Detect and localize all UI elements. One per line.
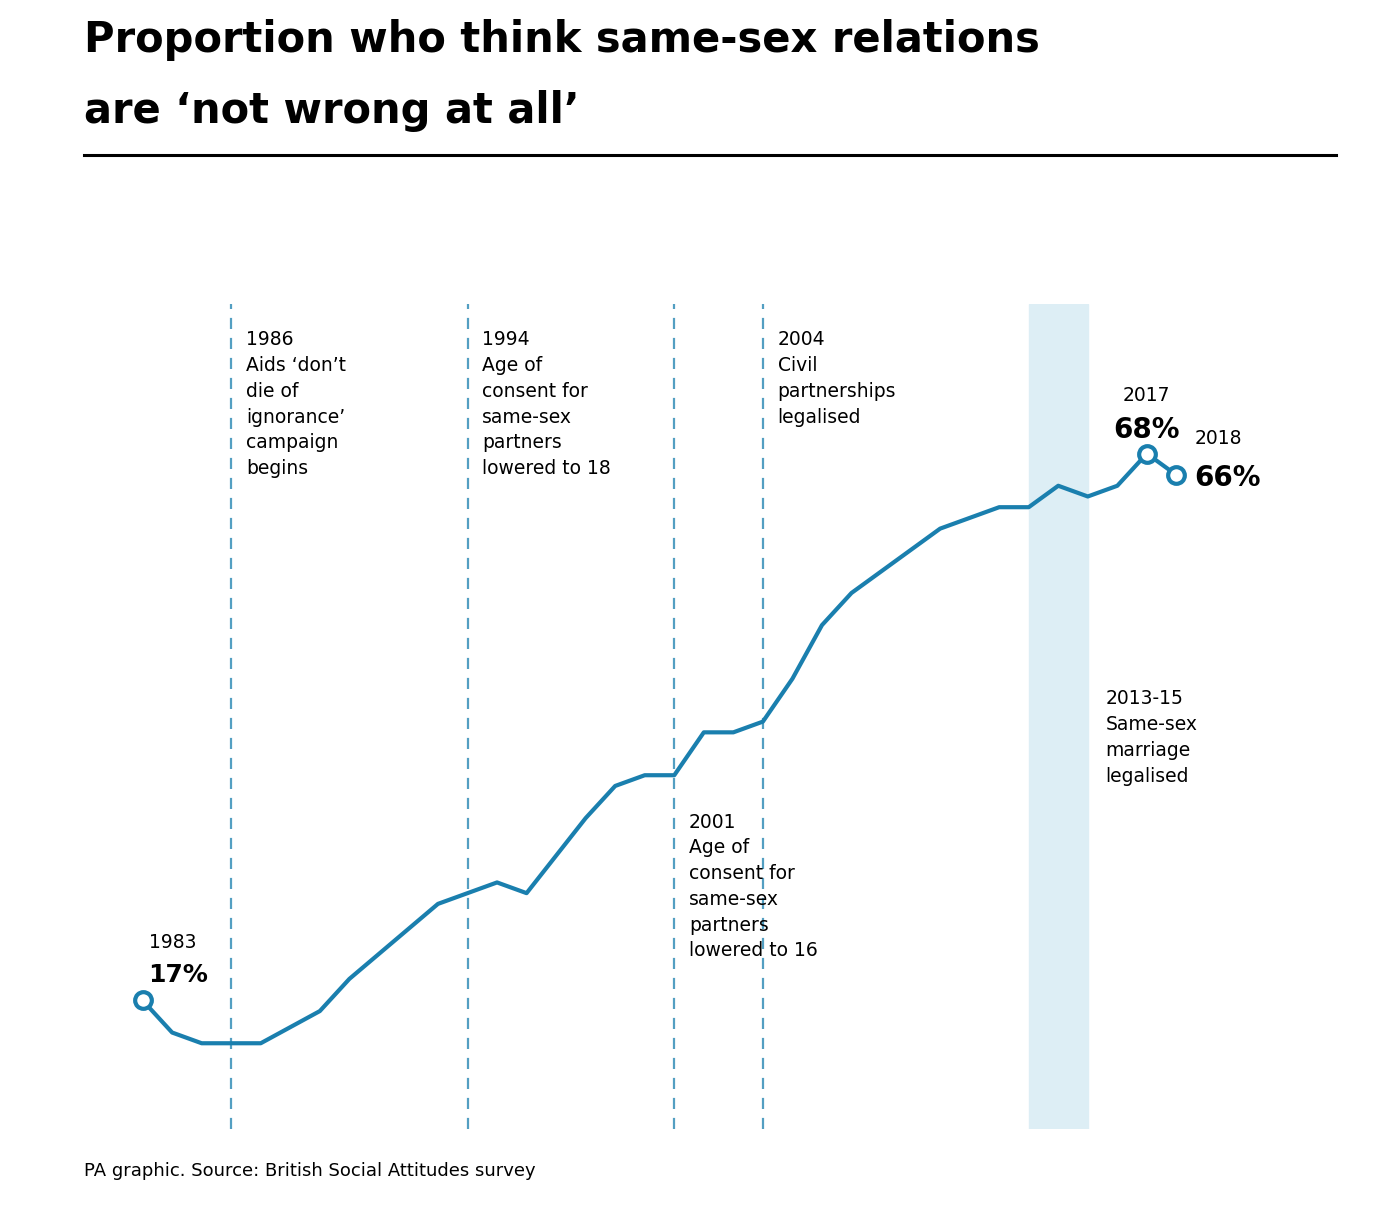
Text: 66%: 66% xyxy=(1194,464,1261,493)
Text: Proportion who think same-sex relations: Proportion who think same-sex relations xyxy=(84,19,1040,62)
Text: are ‘not wrong at all’: are ‘not wrong at all’ xyxy=(84,90,579,132)
Text: 68%: 68% xyxy=(1114,416,1180,444)
Text: 17%: 17% xyxy=(149,963,209,987)
Text: PA graphic. Source: British Social Attitudes survey: PA graphic. Source: British Social Attit… xyxy=(84,1162,535,1180)
Bar xyxy=(1029,304,1087,1129)
Text: 2001
Age of
consent for
same-sex
partners
lowered to 16: 2001 Age of consent for same-sex partner… xyxy=(689,812,817,960)
Text: 1986
Aids ‘don’t
die of
ignorance’
campaign
begins: 1986 Aids ‘don’t die of ignorance’ campa… xyxy=(246,330,347,478)
Text: 1983: 1983 xyxy=(149,934,196,952)
Text: 1994
Age of
consent for
same-sex
partners
lowered to 18: 1994 Age of consent for same-sex partner… xyxy=(482,330,611,478)
Text: 2017: 2017 xyxy=(1123,386,1171,405)
Text: 2018: 2018 xyxy=(1194,430,1242,448)
Text: 2013-15
Same-sex
marriage
legalised: 2013-15 Same-sex marriage legalised xyxy=(1105,690,1197,785)
Text: 2004
Civil
partnerships
legalised: 2004 Civil partnerships legalised xyxy=(778,330,896,426)
